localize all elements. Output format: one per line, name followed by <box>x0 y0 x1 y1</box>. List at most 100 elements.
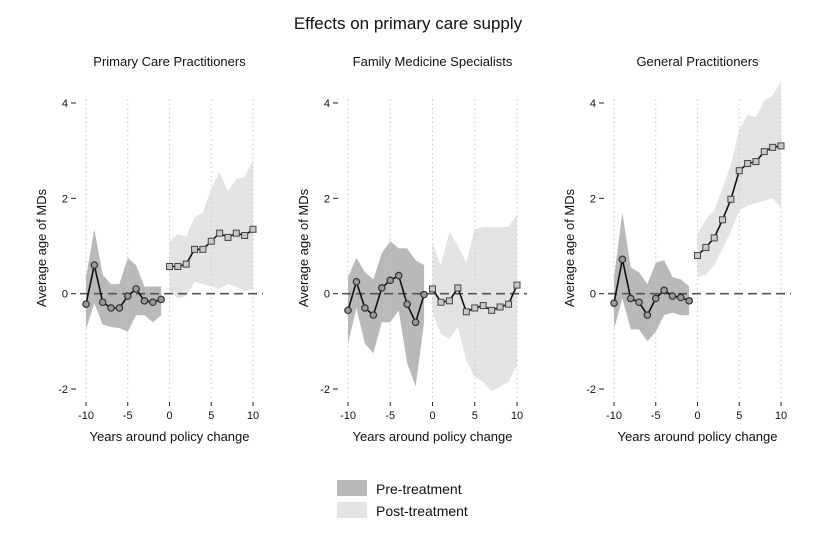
data-point-pre-treatment <box>132 285 140 293</box>
data-point-pre-treatment <box>149 298 157 307</box>
data-point-post-treatment <box>719 216 727 224</box>
ci-band-pre-treatment <box>614 212 690 342</box>
panel-general-practitioners: General Practitioners Years around polic… <box>562 54 791 444</box>
data-point-pre-treatment <box>685 297 693 305</box>
y-tick-label: -2 <box>320 384 330 396</box>
data-point-pre-treatment <box>123 292 132 300</box>
data-point-post-treatment <box>760 148 768 156</box>
panel-title: Family Medicine Specialists <box>353 54 513 69</box>
data-point-post-treatment <box>702 243 710 251</box>
ci-band-pre-treatment <box>86 229 162 332</box>
data-point-post-treatment <box>241 232 249 240</box>
y-tick-label: -2 <box>586 384 596 396</box>
y-axis-label: Average age of MDs <box>562 188 577 307</box>
data-point-pre-treatment <box>420 290 428 299</box>
ci-band-post-treatment <box>169 160 253 299</box>
data-point-post-treatment <box>454 284 462 292</box>
data-point-pre-treatment <box>394 271 403 280</box>
x-tick-label: 5 <box>472 410 478 422</box>
x-axis-label: Years around policy change <box>353 429 513 444</box>
data-point-post-treatment <box>174 262 182 270</box>
series-line-pre-treatment <box>347 274 425 325</box>
data-point-pre-treatment <box>651 294 660 303</box>
x-tick-label: -5 <box>385 410 395 422</box>
data-point-pre-treatment <box>107 304 115 312</box>
x-tick-label: 5 <box>208 410 214 422</box>
x-tick-label: -10 <box>340 410 356 422</box>
x-tick-label: 10 <box>511 410 523 422</box>
data-point-pre-treatment <box>618 255 627 264</box>
data-point-post-treatment <box>735 167 743 175</box>
panel-family-medicine-specialists: Family Medicine Specialists Years around… <box>296 54 527 444</box>
plot-area <box>613 81 782 399</box>
data-point-post-treatment <box>232 229 240 237</box>
data-point-pre-treatment <box>157 295 165 304</box>
ci-band-post-treatment <box>432 215 517 392</box>
data-point-post-treatment <box>437 298 445 306</box>
data-point-post-treatment <box>777 142 785 150</box>
legend-swatch-post-treatment <box>337 502 367 518</box>
x-tick-label: 5 <box>736 410 742 422</box>
legend-label-pre-treatment: Pre-treatment <box>376 481 462 497</box>
data-point-post-treatment <box>224 233 232 241</box>
panel-title: General Practitioners <box>636 54 759 69</box>
y-tick-label: -2 <box>58 384 68 396</box>
data-point-post-treatment <box>727 195 735 203</box>
data-point-post-treatment <box>752 158 760 166</box>
series-line-pre-treatment <box>613 259 690 317</box>
y-tick-label: 2 <box>62 193 68 205</box>
data-point-post-treatment <box>513 281 521 289</box>
y-tick-label: 0 <box>590 289 596 301</box>
x-tick-label: -5 <box>651 410 661 422</box>
data-point-post-treatment <box>694 252 701 260</box>
x-axis-label: Years around policy change <box>618 429 778 444</box>
y-tick-label: 2 <box>590 193 596 205</box>
data-point-pre-treatment <box>377 284 386 292</box>
data-point-post-treatment <box>182 260 190 268</box>
data-point-pre-treatment <box>82 300 90 308</box>
data-point-post-treatment <box>166 262 173 270</box>
x-tick-label: 10 <box>247 410 259 422</box>
figure-title: Effects on primary care supply <box>294 14 523 33</box>
x-tick-label: 0 <box>166 410 172 422</box>
data-point-post-treatment <box>191 245 199 253</box>
data-point-pre-treatment <box>361 304 369 312</box>
y-tick-label: 0 <box>324 289 330 301</box>
y-tick-label: 0 <box>62 289 68 301</box>
data-point-post-treatment <box>710 234 718 242</box>
data-point-pre-treatment <box>660 286 668 295</box>
y-tick-label: 4 <box>324 98 330 110</box>
panel-primary-care-practitioners: Primary Care Practitioners Years around … <box>34 54 263 444</box>
data-point-post-treatment <box>445 297 453 305</box>
plot-area <box>347 99 518 399</box>
data-point-post-treatment <box>216 229 224 237</box>
x-tick-label: -10 <box>78 410 94 422</box>
data-point-pre-treatment <box>344 306 352 315</box>
y-axis-label: Average age of MDs <box>34 188 49 307</box>
panel-title: Primary Care Practitioners <box>93 54 246 69</box>
data-point-pre-treatment <box>668 292 677 300</box>
data-point-pre-treatment <box>643 311 652 319</box>
data-point-post-treatment <box>429 285 436 293</box>
data-point-pre-treatment <box>386 276 395 285</box>
data-point-pre-treatment <box>411 318 420 327</box>
data-point-post-treatment <box>496 303 504 311</box>
x-axis-label: Years around policy change <box>90 429 250 444</box>
ci-band-pre-treatment <box>348 241 425 387</box>
data-point-pre-treatment <box>610 299 618 308</box>
data-point-pre-treatment <box>90 261 99 269</box>
data-point-post-treatment <box>462 308 470 316</box>
data-point-post-treatment <box>488 306 496 314</box>
data-point-pre-treatment <box>352 277 361 286</box>
data-point-post-treatment <box>744 160 752 168</box>
x-tick-label: 10 <box>775 410 787 422</box>
data-point-pre-treatment <box>140 297 149 305</box>
plot-area <box>85 99 254 399</box>
data-point-pre-treatment <box>626 294 635 303</box>
data-point-post-treatment <box>207 237 215 245</box>
legend-label-post-treatment: Post-treatment <box>376 503 468 519</box>
data-point-post-treatment <box>249 225 257 233</box>
data-point-post-treatment <box>199 245 207 253</box>
data-point-post-treatment <box>471 304 479 312</box>
